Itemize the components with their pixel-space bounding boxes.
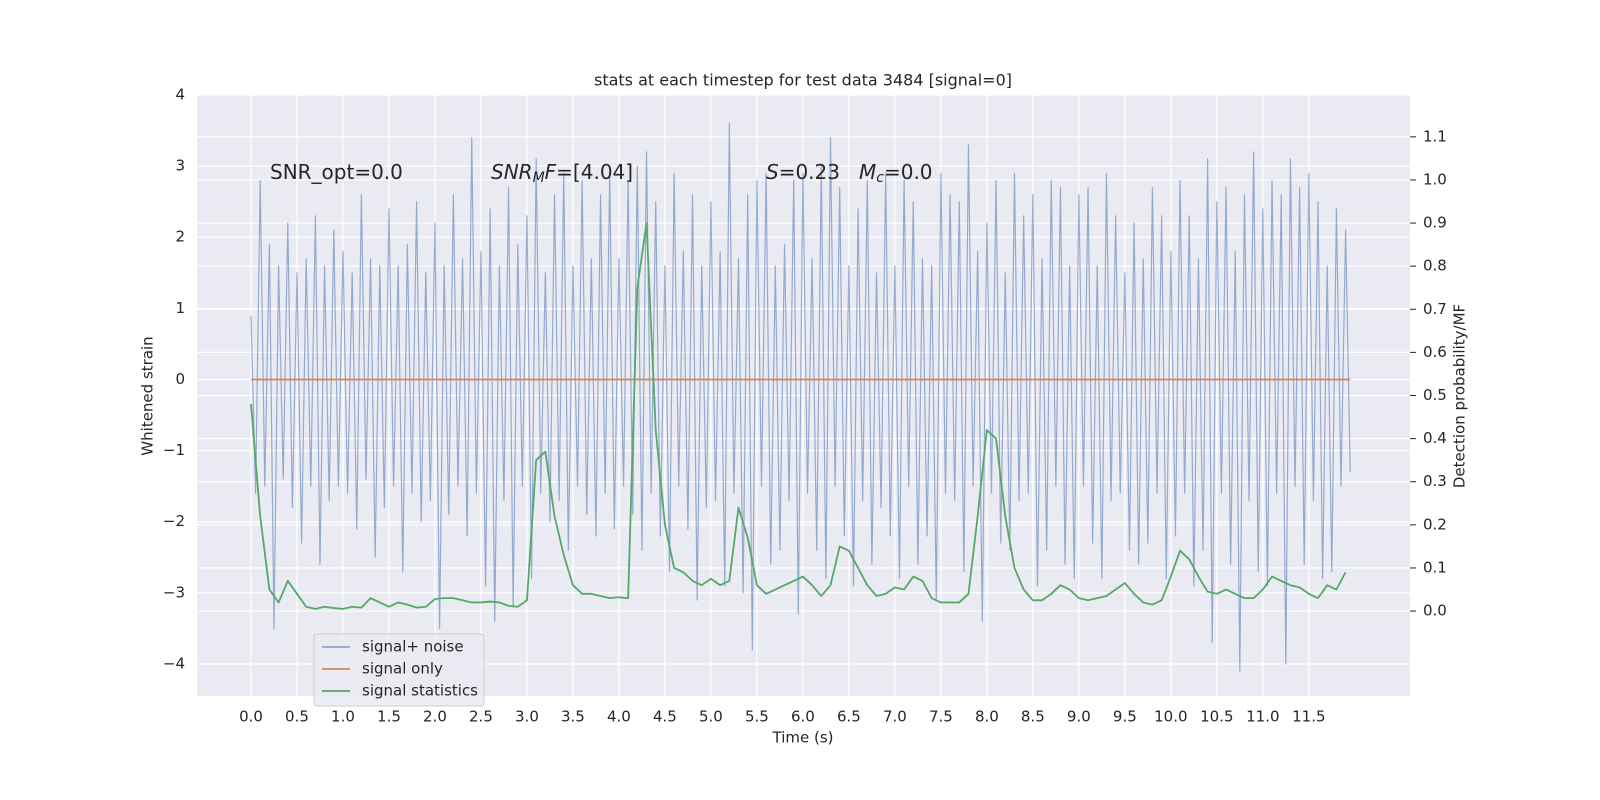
x-tick-label: 6.0 xyxy=(791,708,815,726)
legend-label: signal statistics xyxy=(362,682,478,700)
x-tick-label: 1.5 xyxy=(377,708,401,726)
x-tick-label: 0.5 xyxy=(285,708,309,726)
annotation-run: M xyxy=(859,160,876,184)
x-tick-label: 7.5 xyxy=(929,708,953,726)
y2-tick-label: 0.0 xyxy=(1423,602,1447,620)
y-tick-label: 2 xyxy=(175,228,185,246)
x-tick-label: 0.0 xyxy=(239,708,263,726)
legend-label: signal only xyxy=(362,660,443,678)
y-tick-label: 0 xyxy=(175,370,185,388)
y2-tick-label: 0.6 xyxy=(1423,343,1447,361)
y2-tick-label: 0.5 xyxy=(1423,386,1447,404)
y2-tick-label: 0.3 xyxy=(1423,472,1447,490)
x-tick-label: 6.5 xyxy=(837,708,861,726)
x-tick-label: 10.0 xyxy=(1154,708,1187,726)
annotation-run: SNR xyxy=(491,160,533,184)
x-tick-label: 9.0 xyxy=(1067,708,1091,726)
annotation-run: =[4.04] xyxy=(556,160,633,184)
x-axis-label: Time (s) xyxy=(772,729,834,747)
x-tick-label: 5.5 xyxy=(745,708,769,726)
y2-tick-label: 1.0 xyxy=(1423,170,1447,188)
series-line xyxy=(250,122,1351,672)
x-tick-label: 3.0 xyxy=(515,708,539,726)
x-tick-label: 2.5 xyxy=(469,708,493,726)
x-tick-label: 1.0 xyxy=(331,708,355,726)
y2-tick-label: 0.1 xyxy=(1423,558,1447,576)
y2-tick-label: 0.9 xyxy=(1423,214,1447,232)
x-tick-label: 4.0 xyxy=(607,708,631,726)
annotation-run: M xyxy=(533,170,545,186)
annotation-run: =0.0 xyxy=(884,160,933,184)
y-tick-label: 1 xyxy=(175,299,185,317)
x-tick-label: 8.5 xyxy=(1021,708,1045,726)
y2-tick-label: 0.4 xyxy=(1423,429,1447,447)
annotation-run: S xyxy=(766,160,779,184)
annotation-run: =0.23 xyxy=(779,160,840,184)
y2-axis-label: Detection probability/MF xyxy=(1451,304,1469,488)
y2-tick-label: 0.2 xyxy=(1423,515,1447,533)
y-tick-label: 3 xyxy=(175,157,185,175)
x-tick-label: 2.0 xyxy=(423,708,447,726)
annotation: SNR_opt=0.0 xyxy=(270,160,403,184)
y-axis-label: Whitened strain xyxy=(139,336,157,455)
x-tick-label: 9.5 xyxy=(1113,708,1137,726)
legend-label: signal+ noise xyxy=(362,638,464,656)
y2-tick-label: 0.8 xyxy=(1423,257,1447,275)
legend-box xyxy=(313,633,485,707)
x-tick-label: 11.0 xyxy=(1246,708,1279,726)
x-tick-label: 8.0 xyxy=(975,708,999,726)
y-tick-label: −2 xyxy=(163,512,185,530)
y-tick-label: −3 xyxy=(163,583,185,601)
annotation: SNRMF=[4.04] xyxy=(491,160,633,187)
y2-tick-label: 0.7 xyxy=(1423,300,1447,318)
annotation: S=0.23 xyxy=(766,160,840,184)
x-tick-label: 3.5 xyxy=(561,708,585,726)
annotation-run: c xyxy=(876,170,884,186)
chart-title: stats at each timestep for test data 348… xyxy=(594,71,1012,90)
y-tick-label: −1 xyxy=(163,441,185,459)
y2-tick-label: 1.1 xyxy=(1423,127,1447,145)
x-tick-label: 10.5 xyxy=(1200,708,1233,726)
y-tick-label: −4 xyxy=(163,654,185,672)
x-tick-label: 11.5 xyxy=(1292,708,1325,726)
x-tick-label: 5.0 xyxy=(699,708,723,726)
annotation: Mc=0.0 xyxy=(859,160,933,187)
y-tick-label: 4 xyxy=(175,86,185,104)
x-tick-label: 7.0 xyxy=(883,708,907,726)
annotation-run: F xyxy=(545,160,557,184)
x-tick-label: 4.5 xyxy=(653,708,677,726)
series-line xyxy=(250,222,1347,610)
annotation-run: SNR_opt=0.0 xyxy=(270,160,403,184)
